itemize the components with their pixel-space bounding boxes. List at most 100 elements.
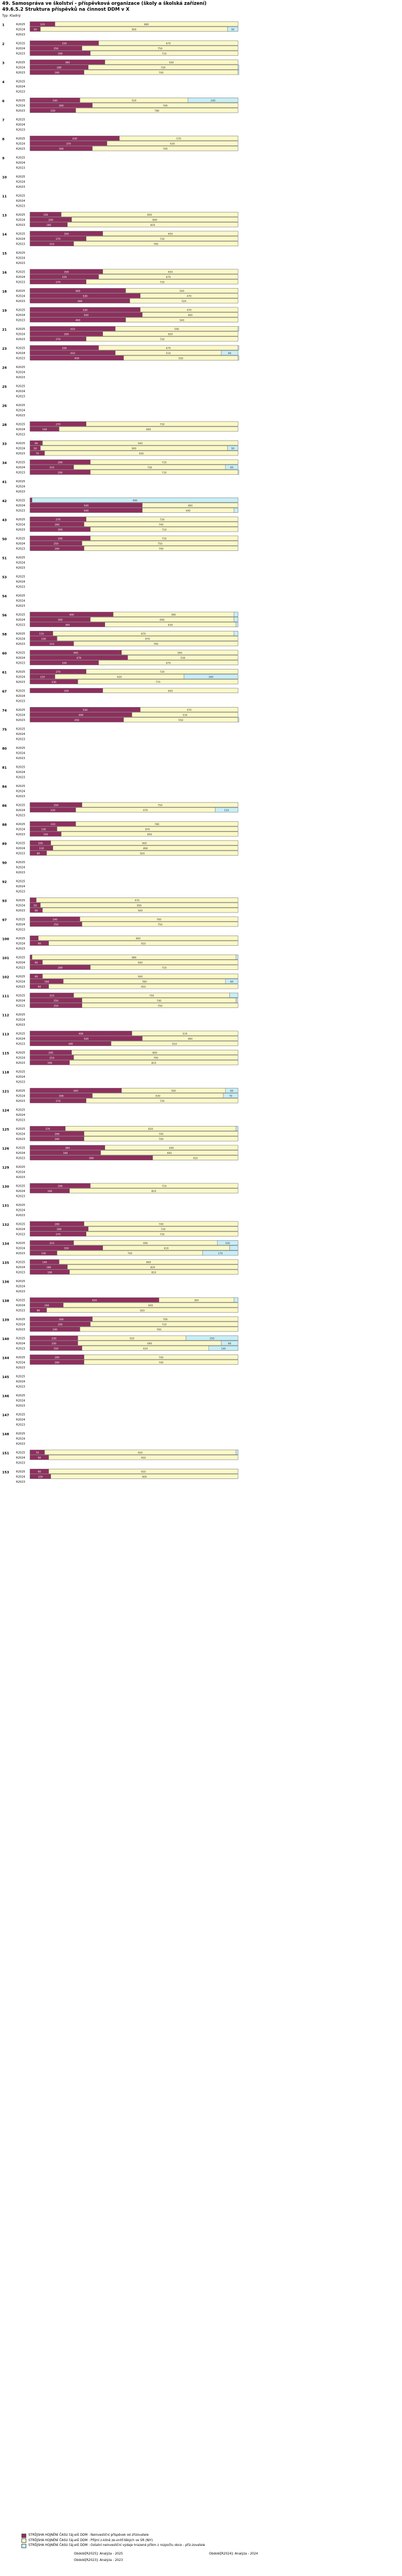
year-label: R2024 [16,1476,26,1479]
bar-value-label: 70 [36,452,39,455]
bar-segment [90,459,239,465]
year-label: R2024 [16,105,26,108]
year-label: R2023 [16,1442,25,1446]
bar-value-label: 470 [77,657,81,660]
year-label: R2024 [16,885,26,888]
year-label: R2023 [16,53,25,56]
group-id-label: 131 [2,1204,9,1208]
year-label: R2023 [16,1005,25,1008]
bar-value-label: 870 [141,632,146,636]
bar-value-label: 270 [56,423,61,426]
year-label: R2023 [16,205,25,208]
group-id-label: 129 [2,1166,9,1170]
group-id-label: 6 [2,100,4,104]
group-id-label: 111 [2,995,9,998]
year-label: R2024 [16,866,26,870]
bar-segment [130,298,239,304]
year-label: R2024 [16,1323,26,1327]
bar-segment [42,974,239,979]
year-label: R2025 [16,366,25,369]
group-id-label: 115 [2,1052,9,1056]
year-label: R2024 [16,1400,26,1403]
bar-segment [234,507,239,513]
bar-segment [98,274,239,279]
year-label: R2024 [16,1285,26,1289]
year-label: R2024 [16,67,26,70]
bar-value-label: 100 [38,842,43,845]
bar-value-label: 510 [183,1032,188,1035]
year-label: R2023 [16,262,25,265]
bar-value-label: 370 [66,142,71,145]
bar-value-label: 530 [83,308,87,312]
year-label: R2023 [16,490,25,494]
bar-value-label: 790 [153,643,158,646]
group-id-label: 25 [2,385,7,389]
bar-value-label: 530 [83,295,87,298]
bar-value-label: 960 [136,937,140,940]
bar-segment [142,1036,239,1041]
bar-value-label: 910 [141,1456,146,1460]
year-label: R2025 [16,576,25,579]
bar-value-label: 540 [180,290,184,293]
bar-value-label: 670 [166,347,171,350]
bar-value-label: 410 [193,1157,198,1160]
bar-segment [84,1136,239,1142]
bar-value-label: 670 [166,42,171,45]
bar-segment [44,451,239,456]
bar-segment [86,279,239,284]
year-label: R2025 [16,632,25,636]
bar-value-label: 260 [55,1361,59,1364]
group-id-label: 140 [2,1337,10,1341]
year-label: R2025 [16,442,25,445]
bar-segment [102,269,239,274]
year-label: R2024 [16,580,26,584]
bar-value-label: 790 [153,242,158,246]
bar-value-label: 210 [49,643,54,646]
year-label: R2025 [16,1299,25,1302]
year-label: R2025 [16,747,25,750]
bar-segment [48,1469,239,1474]
bar-value-label: 730 [160,238,165,241]
bar-segment [209,1345,239,1351]
bar-segment [102,688,239,693]
year-label: R2024 [16,1037,26,1041]
bar-segment [152,1155,239,1160]
bar-segment [48,940,239,946]
bar-segment [81,1003,239,1008]
bar-value-label: 50 [34,904,37,907]
year-label: R2024 [16,1095,26,1098]
legend-label: STRŮJSHA HOJNĚNÍ ČASU čáj-elů DDM : Nein… [28,2534,149,2537]
bar-segment [102,231,239,236]
bar-segment [46,850,239,856]
year-label: R2024 [16,257,26,260]
bar-value-label: 740 [159,1138,163,1141]
year-label: R2024 [16,28,26,32]
bar-segment [183,674,239,679]
year-label: R2024 [16,1361,26,1365]
bar-value-label: 360 [194,1299,199,1302]
year-label: R2025 [16,385,25,388]
bar-value-label: 900 [142,842,147,845]
group-id-label: 11 [2,195,7,198]
bar-value-label: 210 [49,994,54,997]
bar-value-label: 970 [135,899,139,902]
year-label: R2024 [16,371,26,374]
year-label: R2025 [16,252,25,255]
year-label: R2025 [16,309,25,312]
bar-segment [227,445,239,451]
year-label: R2023 [16,852,25,856]
bar-segment [67,1264,239,1270]
bar-value-label: 360 [65,623,70,627]
legend: STRŮJSHA HOJNĚNÍ ČASU čáj-elů DDM : Nein… [21,2533,205,2549]
bar-value-label: 210 [49,1242,54,1245]
bar-segment [121,650,239,655]
bar-value-label: 710 [162,52,167,55]
year-label: R2024 [16,1380,26,1383]
year-label: R2023 [16,1252,25,1255]
year-label: R2024 [16,752,26,755]
year-label: R2024 [16,428,26,431]
group-id-label: 93 [2,900,7,903]
bar-value-label: 260 [55,523,59,526]
bar-value-label: 80 [228,352,232,355]
bar-value-label: 840 [148,1304,153,1307]
